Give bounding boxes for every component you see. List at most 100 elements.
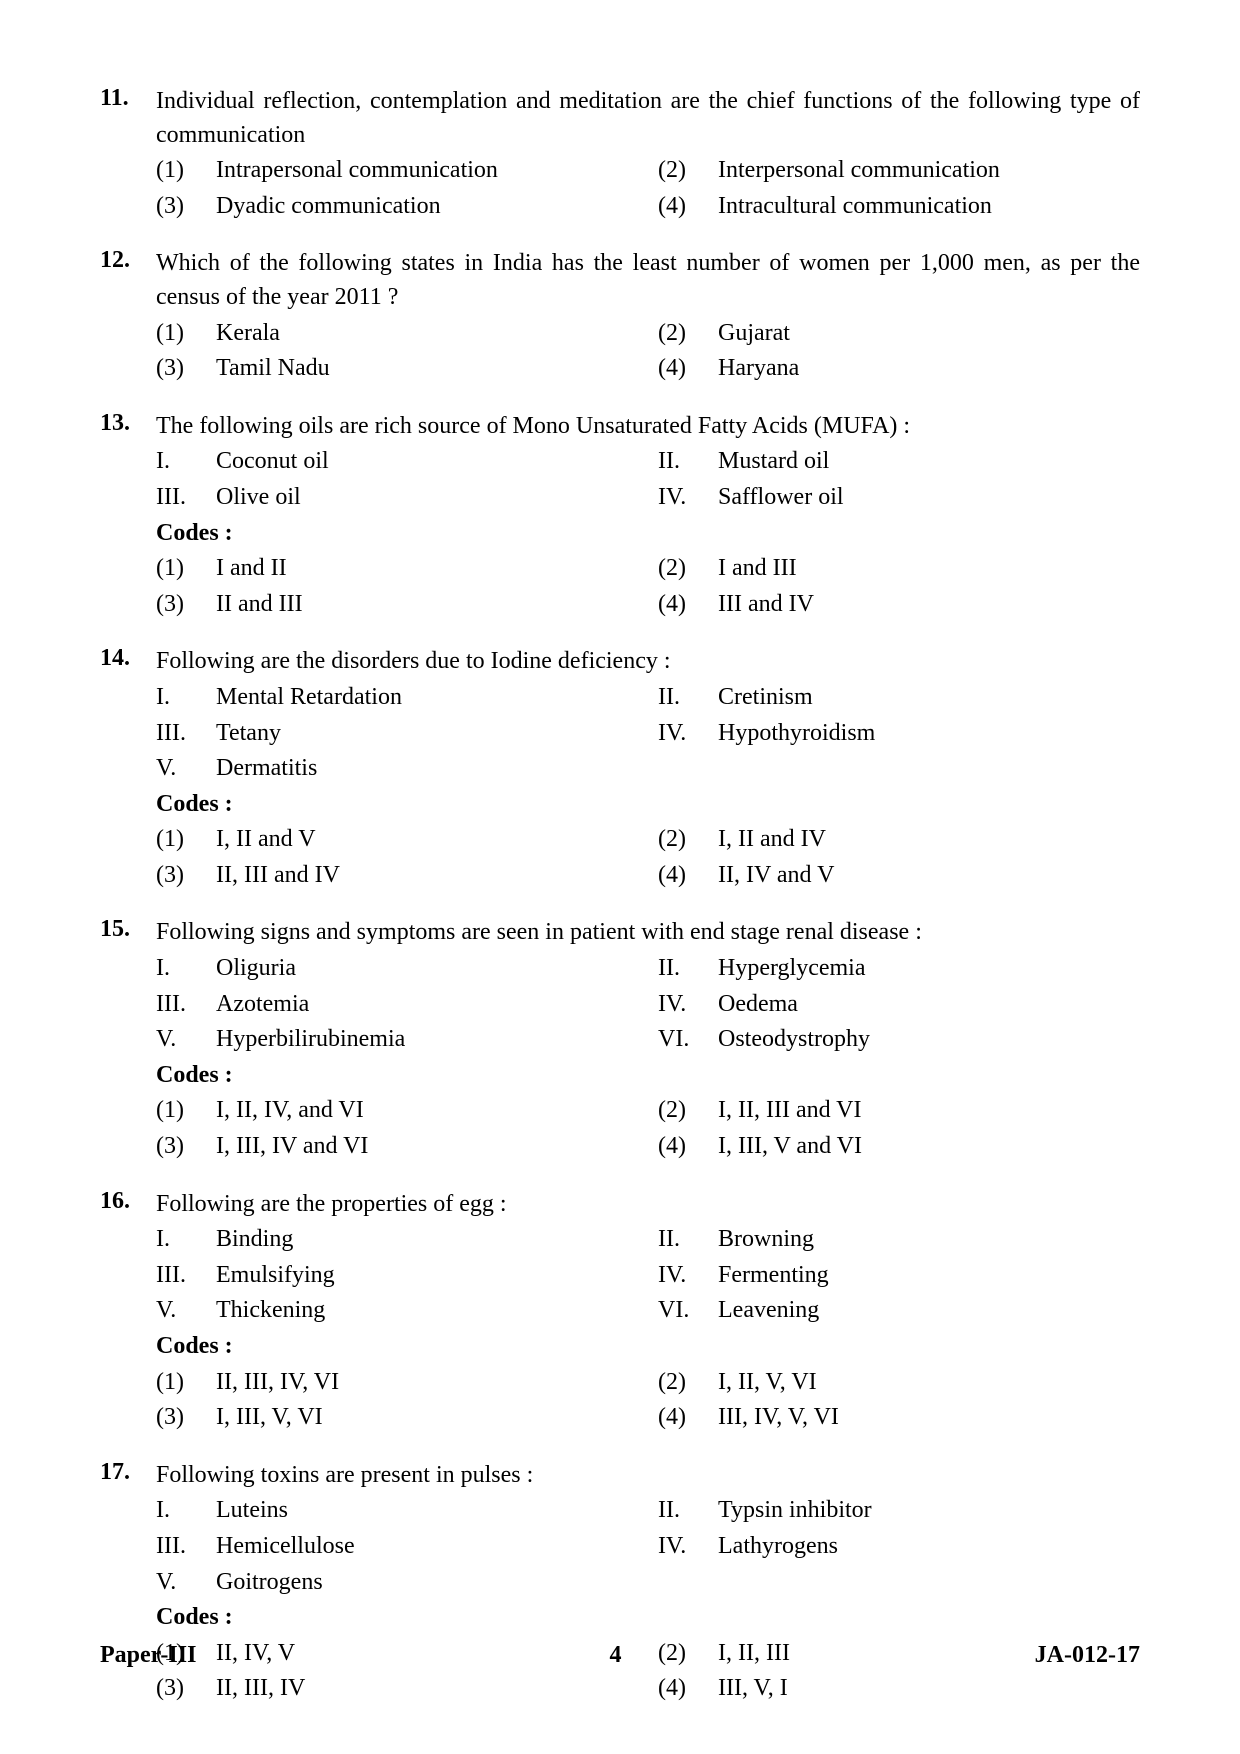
option-number: (2) xyxy=(658,317,718,351)
item-number: III. xyxy=(156,1530,216,1564)
list-item: V.Goitrogens xyxy=(156,1566,1140,1600)
question-number: 13. xyxy=(100,410,156,622)
footer-right: JA-012-17 xyxy=(1035,1642,1140,1669)
question-number: 11. xyxy=(100,85,156,223)
option-number: (3) xyxy=(156,1401,216,1435)
item-text: Coconut oil xyxy=(216,445,638,479)
option-text: III and IV xyxy=(718,588,1140,622)
list-item: VI.Leavening xyxy=(658,1294,1140,1328)
option-number: (4) xyxy=(658,352,718,386)
footer: Paper-III 4 JA-012-17 xyxy=(100,1642,1140,1669)
list-item: III.Tetany xyxy=(156,717,638,751)
option-number: (1) xyxy=(156,1094,216,1128)
question-text: Following toxins are present in pulses : xyxy=(156,1459,1140,1493)
list-item: III.Emulsifying xyxy=(156,1259,638,1293)
item-number: IV. xyxy=(658,481,718,515)
option-text: I and III xyxy=(718,552,1140,586)
list-item: V.Hyperbilirubinemia xyxy=(156,1023,638,1057)
option-item: (2)Gujarat xyxy=(658,317,1140,351)
question-number: 15. xyxy=(100,916,156,1163)
option-number: (2) xyxy=(658,823,718,857)
option-item: (2)I and III xyxy=(658,552,1140,586)
item-text: Olive oil xyxy=(216,481,638,515)
item-number: I. xyxy=(156,952,216,986)
list-item: I.Coconut oil xyxy=(156,445,638,479)
option-text: Tamil Nadu xyxy=(216,352,638,386)
option-text: II and III xyxy=(216,588,638,622)
item-number: I. xyxy=(156,1494,216,1528)
item-number: V. xyxy=(156,1566,216,1600)
option-item: (2)I, II, III and VI xyxy=(658,1094,1140,1128)
option-text: I, II, III and VI xyxy=(718,1094,1140,1128)
codes-label: Codes : xyxy=(156,517,1140,551)
item-text: Lathyrogens xyxy=(718,1530,1140,1564)
option-text: Gujarat xyxy=(718,317,1140,351)
option-number: (3) xyxy=(156,190,216,224)
item-text: Leavening xyxy=(718,1294,1140,1328)
list-item: III.Hemicellulose xyxy=(156,1530,638,1564)
question-items: I.BindingII.BrowningIII.EmulsifyingIV.Fe… xyxy=(156,1223,1140,1328)
option-text: II, IV and V xyxy=(718,859,1140,893)
option-number: (2) xyxy=(658,154,718,188)
option-number: (2) xyxy=(658,1094,718,1128)
option-number: (4) xyxy=(658,588,718,622)
item-number: IV. xyxy=(658,1259,718,1293)
list-item: I.Binding xyxy=(156,1223,638,1257)
option-item: (2)I, II, V, VI xyxy=(658,1366,1140,1400)
option-number: (1) xyxy=(156,154,216,188)
question-items: I.OliguriaII.HyperglycemiaIII.AzotemiaIV… xyxy=(156,952,1140,1057)
item-text: Dermatitis xyxy=(216,752,1140,786)
item-text: Azotemia xyxy=(216,988,638,1022)
option-item: (1)Intrapersonal communication xyxy=(156,154,638,188)
item-text: Hyperglycemia xyxy=(718,952,1140,986)
item-text: Emulsifying xyxy=(216,1259,638,1293)
option-item: (1)I and II xyxy=(156,552,638,586)
question-options: (1)I, II and V(2)I, II and IV(3)II, III … xyxy=(156,823,1140,892)
option-item: (1)Kerala xyxy=(156,317,638,351)
item-number: V. xyxy=(156,752,216,786)
item-text: Goitrogens xyxy=(216,1566,1140,1600)
codes-label: Codes : xyxy=(156,1601,1140,1635)
item-number: I. xyxy=(156,1223,216,1257)
item-number: II. xyxy=(658,952,718,986)
option-item: (3)Dyadic communication xyxy=(156,190,638,224)
question-options: (1)I, II, IV, and VI(2)I, II, III and VI… xyxy=(156,1094,1140,1163)
question: 15.Following signs and symptoms are seen… xyxy=(100,916,1140,1163)
list-item: IV.Oedema xyxy=(658,988,1140,1022)
option-text: I, II, V, VI xyxy=(718,1366,1140,1400)
codes-label: Codes : xyxy=(156,788,1140,822)
question-body: Which of the following states in India h… xyxy=(156,247,1140,385)
question-body: Following are the properties of egg :I.B… xyxy=(156,1188,1140,1435)
option-number: (4) xyxy=(658,1401,718,1435)
option-number: (3) xyxy=(156,859,216,893)
footer-center: 4 xyxy=(610,1642,622,1669)
question-items: I.Coconut oilII.Mustard oilIII.Olive oil… xyxy=(156,445,1140,514)
question-number: 14. xyxy=(100,645,156,892)
item-number: I. xyxy=(156,445,216,479)
item-text: Luteins xyxy=(216,1494,638,1528)
option-item: (3)II and III xyxy=(156,588,638,622)
question: 13.The following oils are rich source of… xyxy=(100,410,1140,622)
option-number: (4) xyxy=(658,190,718,224)
question-body: The following oils are rich source of Mo… xyxy=(156,410,1140,622)
option-number: (1) xyxy=(156,823,216,857)
option-item: (3)II, III, IV xyxy=(156,1672,638,1706)
option-number: (3) xyxy=(156,588,216,622)
option-number: (3) xyxy=(156,1130,216,1164)
item-text: Hypothyroidism xyxy=(718,717,1140,751)
option-number: (4) xyxy=(658,1130,718,1164)
question-text: The following oils are rich source of Mo… xyxy=(156,410,1140,444)
option-text: I, II and IV xyxy=(718,823,1140,857)
option-item: (2)I, II and IV xyxy=(658,823,1140,857)
item-text: Hemicellulose xyxy=(216,1530,638,1564)
footer-left: Paper-III xyxy=(100,1642,196,1669)
list-item: I.Mental Retardation xyxy=(156,681,638,715)
question: 14.Following are the disorders due to Io… xyxy=(100,645,1140,892)
option-text: II, III, IV, VI xyxy=(216,1366,638,1400)
option-number: (4) xyxy=(658,1672,718,1706)
item-text: Binding xyxy=(216,1223,638,1257)
option-number: (2) xyxy=(658,552,718,586)
item-number: III. xyxy=(156,988,216,1022)
item-number: II. xyxy=(658,1494,718,1528)
list-item: IV.Fermenting xyxy=(658,1259,1140,1293)
